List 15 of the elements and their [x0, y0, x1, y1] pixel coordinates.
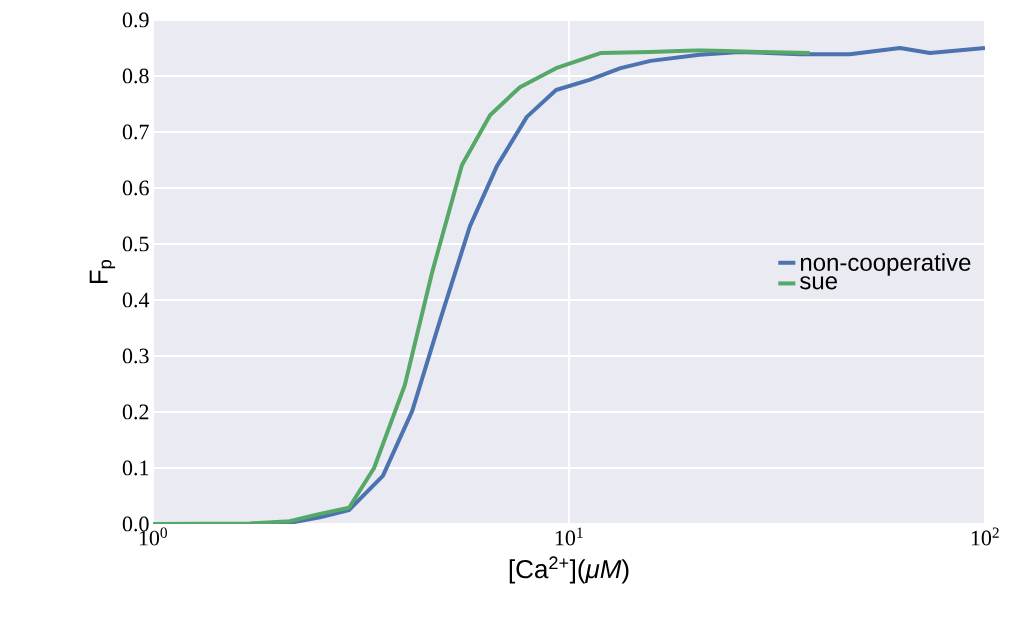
y-tick-label: 0.1: [122, 460, 149, 476]
y-tick-label: 0.2: [122, 404, 149, 420]
y-tick-label: 0.7: [122, 124, 149, 140]
y-tick-label: 0.8: [122, 68, 149, 84]
legend-label: non-cooperative: [800, 253, 971, 276]
y-axis-title: F$_{p}$: [89, 260, 116, 284]
y-tick-label: 0.5: [122, 236, 149, 252]
x-tick-label: 10$^{2}$: [971, 527, 999, 546]
y-tick-label: 0.3: [122, 348, 149, 364]
x-tick-label: 10$^{1}$: [555, 527, 583, 546]
y-tick-label: 0.6: [122, 180, 149, 196]
x-axis-title: [Ca$^{2+}$](μM): [509, 556, 629, 584]
y-tick-label: 0.9: [122, 12, 149, 28]
legend-label: sue: [800, 276, 837, 290]
y-tick-label: 0.4: [122, 292, 150, 308]
